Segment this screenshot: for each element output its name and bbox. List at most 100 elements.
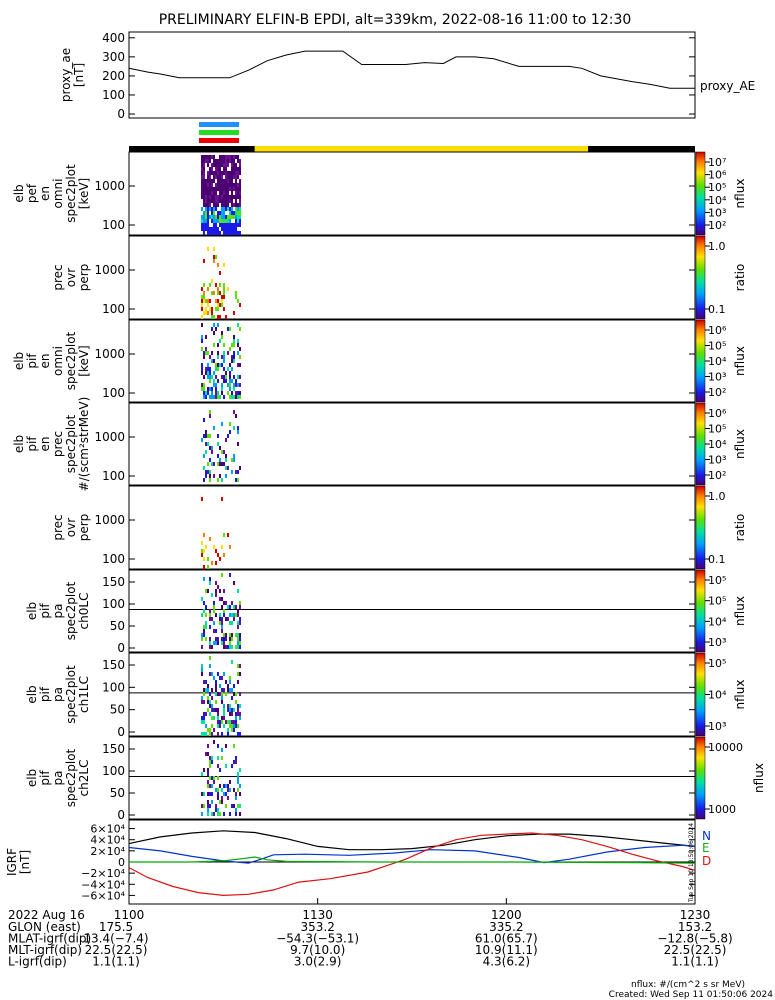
spectrogram-pixel xyxy=(207,808,209,812)
spectrogram-pixel xyxy=(221,732,223,736)
spectrogram-pixel xyxy=(207,363,209,367)
spectrogram-pixel xyxy=(213,776,215,780)
spectrogram-pixel xyxy=(211,593,213,597)
spectrogram-pixel xyxy=(237,712,239,716)
ylabel-line: pif xyxy=(25,353,39,369)
spectrogram-pixel xyxy=(221,391,223,395)
spectrogram-pixel xyxy=(217,712,219,716)
spectrogram-pixel xyxy=(215,391,217,395)
panel-frame xyxy=(128,402,696,486)
spectrogram-pixel xyxy=(221,227,223,231)
spectrogram-pixel xyxy=(225,720,227,724)
spectrogram-pixel xyxy=(231,395,233,399)
spectrogram-pixel xyxy=(217,724,219,728)
spectrogram-pixel xyxy=(213,291,215,295)
spectrogram-pixel xyxy=(215,367,217,371)
spectrogram-pixel xyxy=(227,203,229,207)
igrf-legend-d: D xyxy=(702,854,711,868)
spectrogram-pixel xyxy=(237,664,239,668)
ylabel-line: ch1LC xyxy=(77,676,91,713)
colorbar-label: nflux xyxy=(733,179,747,209)
spectrogram-pixel xyxy=(207,223,209,227)
spectrogram-pixel xyxy=(223,379,225,383)
spectrogram-pixel xyxy=(205,545,207,549)
spectrogram-pixel xyxy=(223,395,225,399)
spectrogram-pixel xyxy=(235,183,237,187)
spectrogram-pixel xyxy=(203,283,205,287)
spectrogram-pixel xyxy=(223,375,225,379)
spectrogram-pixel xyxy=(201,323,203,327)
igrf-line-D xyxy=(128,832,696,897)
spectrogram-pixel xyxy=(209,171,211,175)
spectrogram-pixel xyxy=(231,621,233,625)
igrf-tick-label: 0 xyxy=(118,856,125,869)
spectrogram-pixel xyxy=(203,227,205,231)
spectrogram-pixel xyxy=(229,175,231,179)
spectrogram-pixel xyxy=(227,688,229,692)
spectrogram-pixel xyxy=(239,355,241,359)
spectrogram-pixel xyxy=(209,637,211,641)
spectrogram-pixel xyxy=(221,183,223,187)
spectrogram-pixel xyxy=(211,311,213,315)
spectrogram-pixel xyxy=(201,672,203,676)
spectrogram-pixel xyxy=(225,231,227,235)
spectrogram-pixel xyxy=(227,784,229,788)
orbit-status-bar xyxy=(129,146,695,152)
spectrogram-pixel xyxy=(201,792,203,796)
spectrogram-pixel xyxy=(229,573,231,577)
spectrogram-pixel xyxy=(205,187,207,191)
spectrogram-pixel xyxy=(207,183,209,187)
spectrogram-pixel xyxy=(203,466,205,470)
orbit-bar-segment xyxy=(129,146,255,152)
spectrogram-pixel xyxy=(217,227,219,231)
spectrogram-pixel xyxy=(201,597,203,601)
spectrogram-pixel xyxy=(217,171,219,175)
spectrogram-pixel xyxy=(221,422,223,426)
spectrogram-pixel xyxy=(233,387,235,391)
spectrogram-pixel xyxy=(201,295,203,299)
spectrogram-pixel xyxy=(213,215,215,219)
spectrogram-pixel xyxy=(229,155,231,159)
spectrogram-pixel xyxy=(203,351,205,355)
spectrogram-pixel xyxy=(221,796,223,800)
spectrogram-pixel xyxy=(211,191,213,195)
spectrogram-pixel xyxy=(223,724,225,728)
y-tick-label: 0 xyxy=(117,641,125,655)
spectrogram-pixel xyxy=(233,458,235,462)
spectrogram-pixel xyxy=(225,159,227,163)
spectrogram-pixel xyxy=(231,359,233,363)
spectrogram-pixel xyxy=(221,573,223,577)
footer-row-label: L-igrf(dip) xyxy=(8,955,67,969)
spectrogram-pixel xyxy=(207,231,209,235)
spectrogram-pixel xyxy=(237,672,239,676)
spectrogram-pixel xyxy=(239,621,241,625)
colorbar-tick-label: 10⁵ xyxy=(708,574,726,587)
spectrogram-pixel xyxy=(207,155,209,159)
spectrogram-pixel xyxy=(209,155,211,159)
ylabel-line: prec xyxy=(51,431,65,457)
spectrogram-pixel xyxy=(219,684,221,688)
spectrogram-pixel xyxy=(217,323,219,327)
spectrogram-pixel xyxy=(225,199,227,203)
spectrogram-pixel xyxy=(203,159,205,163)
spectrogram-pixel xyxy=(217,434,219,438)
spectrogram-pixel xyxy=(237,167,239,171)
spectrogram-pixel xyxy=(229,159,231,163)
spectrogram-pixel xyxy=(225,601,227,605)
spectrogram-pixel xyxy=(213,728,215,732)
spectrogram-pixel xyxy=(223,359,225,363)
spectrogram-pixel xyxy=(211,171,213,175)
spectrogram-pixel xyxy=(201,497,203,501)
spectrogram-pixel xyxy=(203,299,205,303)
spectrogram-pixel xyxy=(211,359,213,363)
spectrogram-pixel xyxy=(209,195,211,199)
spectrogram-pixel xyxy=(207,215,209,219)
spectrogram-pixel xyxy=(233,760,235,764)
spectrogram-pixel xyxy=(237,363,239,367)
spectrogram-pixel xyxy=(217,788,219,792)
spectrogram-pixel xyxy=(235,395,237,399)
y-tick-label: 1000 xyxy=(94,513,125,527)
spectrogram-pixel xyxy=(225,744,227,748)
spectrogram-pixel xyxy=(201,287,203,291)
spectrogram-pixel xyxy=(239,211,241,215)
